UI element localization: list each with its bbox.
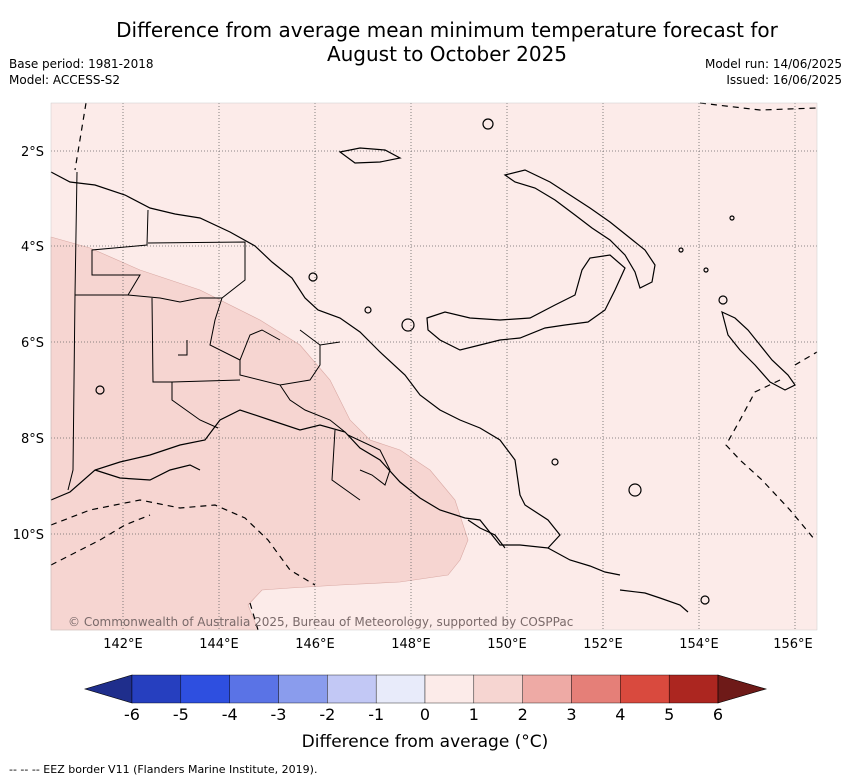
title-line-1: Difference from average mean minimum tem…: [116, 18, 778, 42]
lon-label: 152°E: [583, 637, 623, 652]
colorbar-bin: [571, 674, 621, 704]
lon-label: 154°E: [679, 637, 719, 652]
colorbar-bin: [620, 674, 670, 704]
lon-label: 150°E: [487, 637, 527, 652]
run-info: Model run: 14/06/2025 Issued: 16/06/2025: [705, 56, 842, 88]
colorbar-label: Difference from average (°C): [301, 732, 549, 752]
model-info: Base period: 1981-2018 Model: ACCESS-S2: [9, 56, 154, 88]
colorbar-bin: [375, 674, 426, 704]
lon-label: 156°E: [773, 637, 813, 652]
colorbar-bin: [327, 674, 377, 704]
colorbar-tick-label: -3: [271, 705, 287, 724]
colorbar-tick-label: -1: [368, 705, 384, 724]
coastlines: [50, 118, 796, 613]
colorbar-bin: [180, 674, 230, 704]
lon-label: 148°E: [391, 637, 431, 652]
lat-label: 10°S: [13, 528, 44, 543]
colorbar-extension-low: [83, 674, 133, 704]
colorbar-bin: [424, 674, 475, 704]
colorbar-tick-label: -6: [124, 705, 140, 724]
lat-label: 6°S: [21, 336, 44, 351]
new-guinea-coast: [50, 171, 561, 549]
colorbar-extension-high: [717, 674, 768, 704]
base-period: Base period: 1981-2018: [9, 57, 154, 71]
map-title: Difference from average mean minimum tem…: [0, 18, 850, 66]
latitude-labels: 2°S 4°S 6°S 8°S 10°S: [13, 145, 44, 543]
colorbar-bin: [473, 674, 523, 704]
colorbar: -6 -5 -4 -3 -2 -1 0 1 2 3 4 5 6: [83, 674, 768, 724]
colorbar-tick-label: 6: [713, 705, 723, 724]
lat-label: 8°S: [21, 432, 44, 447]
model-run: Model run: 14/06/2025: [704, 57, 842, 71]
issued-date: Issued: 16/06/2025: [726, 73, 842, 87]
map-frame: [50, 102, 818, 631]
lat-label: 2°S: [21, 145, 44, 160]
colorbar-bin: [131, 674, 182, 704]
colorbar-bin: [229, 674, 279, 704]
colorbar-tick-label: 1: [469, 705, 479, 724]
anomaly-region-1-to-2: [50, 236, 469, 631]
colorbar-tick-label: 3: [566, 705, 576, 724]
colorbar-tick-label: 4: [615, 705, 625, 724]
lat-label: 4°S: [21, 240, 44, 255]
lon-label: 146°E: [295, 637, 335, 652]
borders: [67, 171, 391, 501]
copyright-text: © Commonwealth of Australia 2025, Bureau…: [68, 615, 573, 629]
new-ireland-coast: [503, 169, 656, 289]
bougainville-coast: [721, 310, 796, 391]
colorbar-tick-label: -5: [173, 705, 189, 724]
graticule: [51, 103, 817, 630]
model-name: Model: ACCESS-S2: [9, 73, 121, 87]
new-britain-coast: [426, 254, 626, 351]
colorbar-bin: [522, 674, 572, 704]
colorbar-tick-label: 2: [518, 705, 528, 724]
colorbar-tick-label: 0: [420, 705, 430, 724]
lon-label: 144°E: [199, 637, 239, 652]
title-line-2: August to October 2025: [326, 42, 568, 66]
colorbar-tick-label: -2: [319, 705, 335, 724]
colorbar-tick-label: 5: [664, 705, 674, 724]
eez-footnote: -- -- -- EEZ border V11 (Flanders Marine…: [9, 763, 318, 776]
colorbar-tick-label: -4: [222, 705, 238, 724]
colorbar-bin: [278, 674, 328, 704]
eez-borders: [50, 102, 818, 631]
longitude-labels: 142°E 144°E 146°E 148°E 150°E 152°E 154°…: [103, 637, 813, 652]
lon-label: 142°E: [103, 637, 143, 652]
colorbar-bin: [668, 674, 719, 704]
